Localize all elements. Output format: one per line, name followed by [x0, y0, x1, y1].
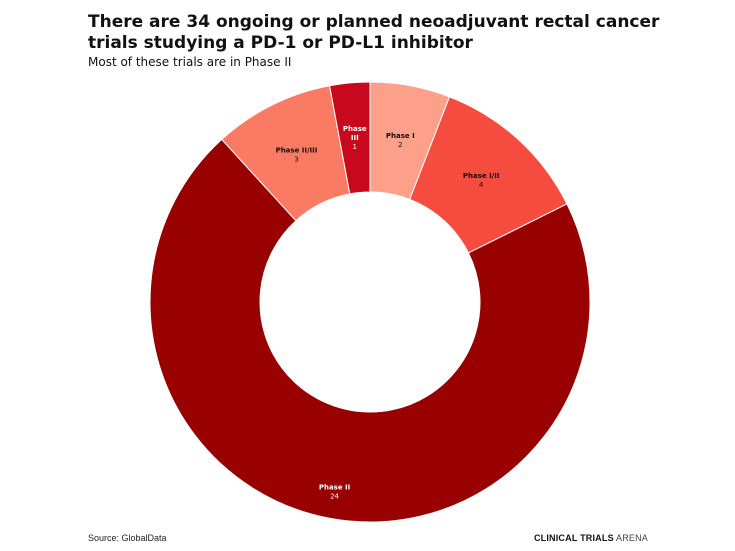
slices-group — [149, 81, 591, 523]
label-value: 2 — [398, 141, 402, 149]
brand-suffix: ARENA — [613, 533, 648, 543]
label-name: Phase II/III — [276, 146, 318, 154]
slice-phase-ii[interactable] — [149, 138, 591, 523]
label-name: Phase II — [319, 484, 350, 492]
label-phase-ii-iii: Phase II/III 3 — [276, 146, 318, 163]
label-name: Phase I/II — [463, 172, 500, 180]
label-value: 24 — [330, 493, 339, 501]
chart-subtitle: Most of these trials are in Phase II — [88, 55, 292, 69]
chart-title: There are 34 ongoing or planned neoadjuv… — [88, 12, 660, 53]
label-value: 3 — [294, 155, 298, 163]
label-value: 1 — [353, 143, 357, 151]
brand-logo: CLINICAL TRIALS ARENA — [534, 533, 648, 543]
label-phase-i-ii: Phase I/II 4 — [463, 172, 500, 189]
slice-phase-iii[interactable] — [328, 81, 371, 195]
label-value: 4 — [479, 181, 484, 189]
brand-name: CLINICAL TRIALS — [533, 533, 614, 543]
source-note: Source: GlobalData — [88, 533, 167, 543]
label-name: III — [351, 134, 359, 142]
label-name: Phase I — [386, 132, 415, 140]
label-phase-ii: Phase II 24 — [319, 484, 350, 501]
label-name: Phase — [343, 125, 367, 133]
label-phase-iii: Phase III 1 — [343, 125, 367, 151]
